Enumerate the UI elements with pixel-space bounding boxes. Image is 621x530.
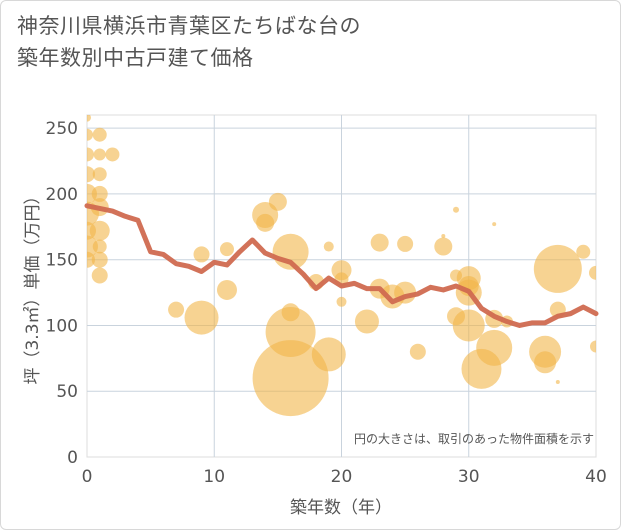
bubble-point <box>87 115 91 122</box>
bubble-point <box>492 222 497 227</box>
bubble-point <box>576 244 591 259</box>
bubble-point <box>256 213 275 232</box>
bubble-point <box>184 300 219 335</box>
y-tick-label: 200 <box>46 185 78 205</box>
bubble-point <box>168 301 185 318</box>
bubble-point <box>311 337 346 372</box>
y-tick-label: 0 <box>67 448 78 468</box>
x-tick-label: 10 <box>203 467 225 487</box>
bubble-point <box>87 147 94 162</box>
y-tick-label: 100 <box>46 316 78 336</box>
bubble-point <box>252 340 329 417</box>
bubble-size-note: 円の大きさは、取引のあった物件面積を示す <box>354 431 594 446</box>
bubble-point <box>476 329 513 366</box>
bubble-point <box>590 340 596 353</box>
bubble-point <box>397 235 414 252</box>
bubble-point <box>453 206 460 213</box>
chart-title-line-1: 神奈川県横浜市青葉区たちばな台の <box>17 14 361 38</box>
y-tick-label: 250 <box>46 119 78 139</box>
bubble-point <box>441 234 446 239</box>
y-axis-ticks: 0 50 100 150 200 250 <box>46 119 78 468</box>
bubble-point <box>105 147 120 162</box>
bubble-point <box>589 265 596 280</box>
x-axis-ticks: 0 10 20 30 40 <box>82 467 607 487</box>
bubble-point <box>87 166 95 183</box>
bubble-point <box>87 235 98 258</box>
average-line-series <box>84 203 599 328</box>
y-tick-label: 50 <box>56 382 78 402</box>
bubble-point <box>216 279 237 300</box>
bubble-point <box>92 239 107 254</box>
bubble-point <box>92 127 107 142</box>
bubble-point <box>268 192 287 211</box>
bubble-point <box>452 309 485 342</box>
bubble-point <box>533 244 582 293</box>
bubble-point <box>370 233 389 252</box>
bubble-point <box>91 185 108 202</box>
bubble-point <box>354 309 379 334</box>
bubble-point <box>91 267 108 284</box>
chart-title: 神奈川県横浜市青葉区たちばな台の 築年数別中古戸建て価格 <box>17 10 361 74</box>
y-tick-label: 150 <box>46 251 78 271</box>
bubble-point <box>89 220 110 241</box>
x-tick-label: 20 <box>331 467 353 487</box>
bubble-point <box>87 128 93 141</box>
x-axis-label: 築年数（年） <box>290 498 392 518</box>
average-price-line <box>84 203 599 328</box>
bubble-point <box>409 343 426 360</box>
x-tick-label: 30 <box>458 467 480 487</box>
x-tick-label: 0 <box>82 467 93 487</box>
bubble-point <box>534 351 557 374</box>
bubble-point <box>555 380 560 385</box>
bubble-point <box>336 296 347 307</box>
bubble-point <box>92 167 107 182</box>
bubble-point <box>93 148 106 161</box>
bubble-point <box>193 246 210 263</box>
bubble-point <box>219 242 234 257</box>
chart-title-line-2: 築年数別中古戸建て価格 <box>17 46 254 70</box>
bubble-point <box>323 241 334 252</box>
x-tick-label: 40 <box>585 467 607 487</box>
bubble-point <box>434 237 453 256</box>
bubble-point <box>91 251 108 268</box>
y-axis-label: 坪（3.3㎡）単価（万円） <box>23 187 43 384</box>
